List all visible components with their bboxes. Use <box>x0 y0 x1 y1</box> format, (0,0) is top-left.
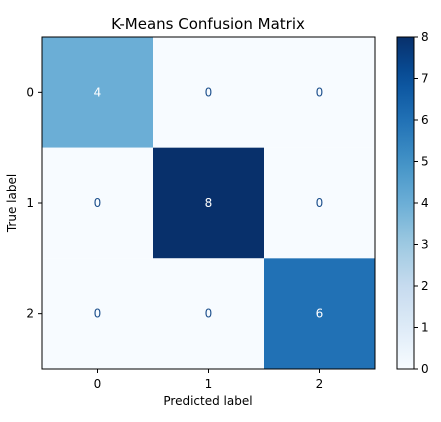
heatmap-cell-1-0 <box>42 147 153 259</box>
heatmap-cell-0-2 <box>264 37 375 148</box>
colorbar-tick-label: 3 <box>421 238 429 252</box>
x-tick-label: 1 <box>205 377 213 391</box>
colorbar-tick-label: 6 <box>421 113 429 127</box>
y-axis-ticks: 0 1 2 <box>26 85 42 321</box>
colorbar-tick-label: 8 <box>421 30 429 44</box>
x-axis-ticks: 0 1 2 <box>94 369 324 391</box>
x-axis-label: Predicted label <box>163 394 252 408</box>
x-tick-label: 2 <box>316 377 324 391</box>
colorbar-tick-label: 4 <box>421 196 429 210</box>
cell-value-label: 4 <box>94 85 102 99</box>
colorbar-tick-label: 0 <box>421 362 429 376</box>
cell-value-label: 0 <box>316 196 324 210</box>
heatmap-cell-0-0 <box>42 37 153 148</box>
x-tick-label: 0 <box>94 377 102 391</box>
cell-value-label: 0 <box>94 196 102 210</box>
colorbar-gradient <box>396 36 415 370</box>
colorbar-tick-label: 5 <box>421 155 429 169</box>
cell-value-label: 0 <box>316 85 324 99</box>
heatmap-cell-2-2 <box>264 258 375 369</box>
heatmap-cell-1-2 <box>264 147 375 259</box>
heatmap-cells <box>42 37 375 369</box>
y-axis-label: True label <box>5 174 19 233</box>
colorbar-tick-label: 1 <box>421 321 429 335</box>
heatmap-cell-0-1 <box>153 37 264 148</box>
heatmap-cell-2-1 <box>153 258 264 369</box>
y-tick-label: 1 <box>26 196 34 210</box>
cell-value-label: 0 <box>205 307 213 321</box>
y-tick-label: 2 <box>26 307 34 321</box>
heatmap-cell-2-0 <box>42 258 153 369</box>
colorbar-tick-label: 2 <box>421 279 429 293</box>
heatmap-cell-labels: 4 0 0 0 8 0 0 0 6 <box>94 85 324 320</box>
colorbar-tick-label: 7 <box>421 72 429 86</box>
cell-value-label: 0 <box>94 307 102 321</box>
y-tick-label: 0 <box>26 85 34 99</box>
cell-value-label: 8 <box>205 196 213 210</box>
colorbar: 0 1 2 3 4 5 6 7 8 <box>396 30 429 376</box>
chart-title: K-Means Confusion Matrix <box>111 15 305 33</box>
heatmap-cell-1-1 <box>153 147 264 259</box>
cell-value-label: 0 <box>205 85 213 99</box>
cell-value-label: 6 <box>316 307 324 321</box>
